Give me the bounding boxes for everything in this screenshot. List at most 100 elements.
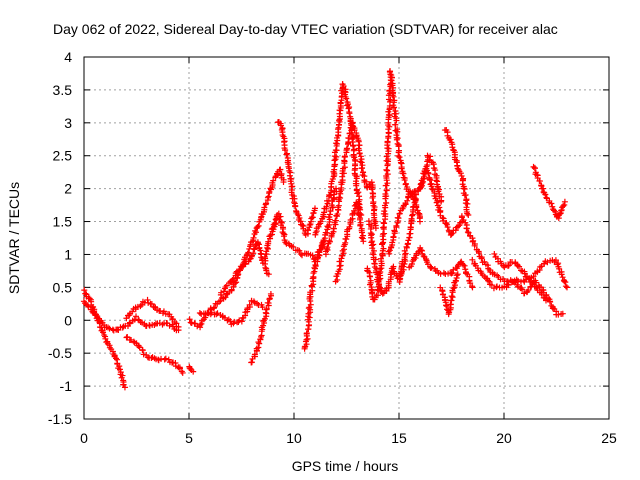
axis-ticks: 0 5 10 15 20 25 -1.5 -1 -0.5 0 0.5 1 1.5 2 2.5 3 3.5 4 — [48, 49, 617, 446]
data-point — [194, 323, 201, 330]
series-trace-3 — [123, 296, 182, 330]
x-tick-label: 25 — [601, 430, 617, 446]
data-point — [409, 212, 416, 219]
data-point — [332, 140, 339, 147]
data-point — [309, 252, 316, 259]
data-point — [265, 238, 272, 245]
data-point — [315, 221, 322, 228]
data-point — [463, 270, 470, 277]
data-point — [367, 273, 374, 280]
data-point — [384, 138, 391, 145]
data-point — [326, 237, 333, 244]
data-point — [428, 264, 435, 271]
data-point — [265, 271, 272, 278]
data-point — [444, 224, 451, 231]
data-point — [464, 210, 471, 217]
data-point — [359, 165, 366, 172]
data-point — [343, 95, 350, 102]
data-point — [124, 334, 131, 341]
data-point — [360, 238, 367, 245]
data-point — [296, 247, 303, 254]
y-tick-label: 1 — [64, 246, 72, 262]
data-point — [262, 264, 269, 271]
data-point — [478, 255, 485, 262]
data-point — [351, 127, 358, 134]
data-point — [438, 198, 444, 205]
data-point — [229, 276, 236, 283]
data-point — [450, 285, 457, 292]
data-point — [304, 335, 311, 342]
data-point — [324, 244, 331, 251]
data-point — [382, 190, 389, 197]
data-point — [251, 246, 258, 253]
data-point — [291, 199, 298, 206]
series-trace-7 — [196, 297, 266, 328]
data-point — [467, 280, 474, 287]
data-point — [283, 151, 290, 158]
series-trace-21 — [406, 244, 476, 291]
data-point — [357, 158, 364, 165]
data-point — [113, 355, 120, 362]
y-tick-label: 1.5 — [53, 214, 73, 230]
data-point — [255, 222, 262, 229]
data-point — [401, 247, 408, 254]
data-point — [389, 92, 396, 99]
data-point — [341, 153, 348, 160]
data-point — [120, 381, 127, 388]
data-point — [453, 272, 460, 279]
data-point — [396, 210, 403, 217]
data-point — [384, 171, 391, 178]
data-point — [259, 304, 266, 311]
data-point — [255, 240, 262, 247]
data-point — [217, 297, 224, 304]
data-point — [233, 279, 240, 286]
data-point — [390, 93, 397, 100]
data-point — [395, 149, 402, 156]
data-point — [106, 325, 113, 332]
data-point — [261, 204, 268, 211]
data-point — [353, 182, 360, 189]
data-point — [542, 191, 549, 198]
data-point — [332, 161, 339, 168]
x-tick-label: 0 — [80, 430, 88, 446]
series-trace-27 — [530, 163, 568, 222]
data-point — [448, 297, 455, 304]
data-point — [417, 218, 423, 225]
data-point — [531, 165, 538, 172]
data-point — [345, 105, 352, 112]
data-point — [548, 200, 555, 207]
data-point — [469, 284, 476, 291]
data-point — [385, 248, 392, 255]
data-point — [504, 281, 511, 288]
data-point — [405, 237, 412, 244]
data-point — [326, 238, 333, 245]
data-point — [390, 104, 397, 111]
data-points — [80, 68, 570, 391]
y-tick-label: 2 — [64, 181, 72, 197]
data-point — [508, 278, 515, 285]
data-point — [250, 298, 257, 305]
data-point — [280, 233, 287, 240]
data-point — [86, 295, 93, 302]
data-point — [418, 247, 425, 254]
data-point — [334, 276, 341, 283]
data-point — [358, 234, 365, 241]
y-tick-label: 3.5 — [53, 82, 73, 98]
data-point — [270, 177, 277, 184]
data-point — [334, 126, 341, 133]
data-point — [380, 219, 387, 226]
data-point — [547, 298, 554, 305]
data-point — [282, 146, 289, 153]
data-point — [395, 152, 402, 159]
data-point — [251, 351, 258, 358]
data-point — [312, 205, 318, 212]
data-point — [514, 262, 521, 269]
data-point — [385, 111, 392, 118]
data-point — [433, 177, 440, 184]
data-point — [387, 68, 394, 75]
data-point — [254, 224, 261, 231]
data-point — [516, 263, 523, 270]
data-point — [187, 365, 194, 372]
data-point — [463, 225, 470, 232]
